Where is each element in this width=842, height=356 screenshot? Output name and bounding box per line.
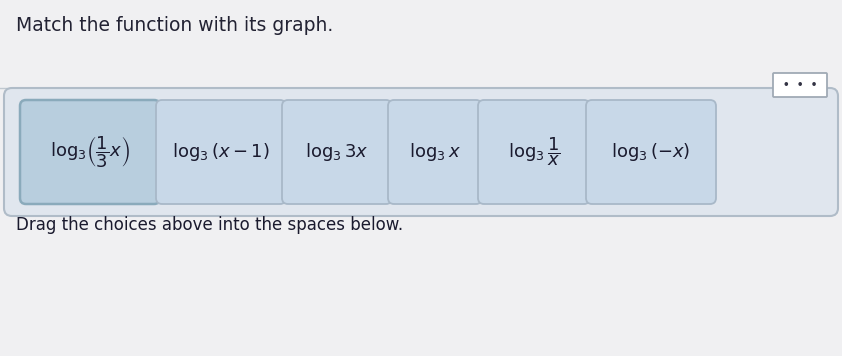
Text: Match the function with its graph.: Match the function with its graph. [16, 16, 333, 35]
Text: Drag the choices above into the spaces below.: Drag the choices above into the spaces b… [16, 216, 403, 234]
Text: $\log_3(-x)$: $\log_3(-x)$ [611, 141, 690, 163]
FancyBboxPatch shape [156, 100, 286, 204]
Text: $\log_3\!\left(\dfrac{1}{3}x\right)$: $\log_3\!\left(\dfrac{1}{3}x\right)$ [50, 134, 130, 170]
FancyBboxPatch shape [4, 88, 838, 216]
Text: $\log_3 3x$: $\log_3 3x$ [306, 141, 369, 163]
FancyBboxPatch shape [282, 100, 392, 204]
Text: $\log_3 x$: $\log_3 x$ [409, 141, 461, 163]
FancyBboxPatch shape [773, 73, 827, 97]
Text: •  •  •: • • • [783, 80, 818, 90]
FancyBboxPatch shape [586, 100, 716, 204]
FancyBboxPatch shape [388, 100, 482, 204]
FancyBboxPatch shape [20, 100, 160, 204]
Text: $\log_3\dfrac{1}{x}$: $\log_3\dfrac{1}{x}$ [508, 136, 560, 168]
FancyBboxPatch shape [478, 100, 590, 204]
Text: $\log_3(x-1)$: $\log_3(x-1)$ [172, 141, 270, 163]
